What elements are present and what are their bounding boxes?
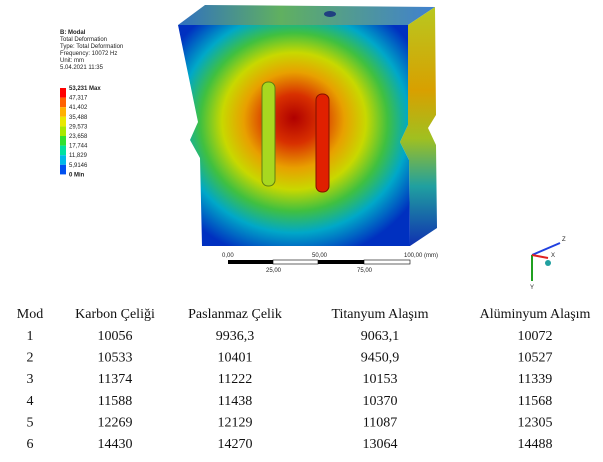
legend-header: B: Modal: [60, 30, 86, 36]
legend-label: 17,744: [69, 144, 88, 150]
table-header: Titanyum Alaşım: [331, 307, 428, 322]
scale-label: 0,00: [222, 253, 234, 259]
table-cell: 14488: [518, 437, 553, 452]
table-cell: 13064: [363, 437, 398, 452]
legend-label: 23,658: [69, 134, 88, 140]
table-cell: 10056: [98, 329, 133, 344]
table-cell: 12305: [518, 415, 553, 430]
legend-swatch: [60, 107, 66, 117]
table-cell: 10153: [363, 372, 398, 387]
legend-label: 53,231 Max: [69, 86, 101, 92]
legend-header: Type: Total Deformation: [60, 44, 123, 50]
table-cell: 10533: [98, 351, 133, 366]
legend-swatch: [60, 98, 66, 108]
legend-swatch: [60, 126, 66, 136]
table-cell: 10401: [218, 351, 253, 366]
table-cell: 14270: [218, 437, 253, 452]
table-cell: 10370: [363, 394, 398, 409]
table-cell: 3: [27, 372, 34, 387]
legend-label: 35,488: [69, 115, 88, 121]
legend-header: 5.04.2021 11:35: [60, 65, 104, 71]
table-cell: 11568: [518, 394, 552, 409]
model: [178, 5, 437, 246]
table-cell: 10072: [518, 329, 553, 344]
table-cell: 14430: [98, 437, 133, 452]
table-cell: 4: [27, 394, 34, 409]
legend-label: 29,573: [69, 124, 88, 130]
legend-label: 47,317: [69, 96, 88, 102]
table: Mod Karbon Çeliği Paslanmaz Çelik Titanyum …: [17, 307, 591, 452]
table-cell: 5: [27, 415, 34, 430]
legend-swatch: [60, 88, 66, 98]
scale-label: 75,00: [357, 268, 373, 274]
triad-label: Z: [562, 237, 566, 243]
legend-header: Unit: mm: [60, 58, 84, 64]
scale-label: 100,00 (mm): [404, 253, 438, 259]
table-cell: 11339: [518, 372, 552, 387]
legend-swatch: [60, 155, 66, 165]
triad-label: Y: [530, 285, 534, 291]
table-cell: 11374: [98, 372, 132, 387]
table-header: Paslanmaz Çelik: [188, 307, 282, 322]
table-cell: 1: [27, 329, 34, 344]
triad-label: X: [551, 253, 555, 259]
axis-triad: Z Y X: [530, 237, 566, 291]
legend-label: 11,829: [69, 153, 88, 159]
table-header: Mod: [17, 307, 43, 322]
legend-label: 0 Min: [69, 172, 85, 178]
table-header: Karbon Çeliği: [75, 307, 155, 322]
legend-header: Frequency: 10072 Hz: [60, 51, 117, 57]
scale-label: 25,00: [266, 268, 282, 274]
table-cell: 9063,1: [361, 329, 400, 344]
scale-bar: 0,00 50,00 100,00 (mm) 25,00 75,00: [222, 253, 438, 274]
table-cell: 9936,3: [216, 329, 255, 344]
table-cell: 12269: [98, 415, 133, 430]
legend-swatch: [60, 136, 66, 146]
legend-label: 5,9146: [69, 163, 88, 169]
legend-header: Total Deformation: [60, 37, 107, 43]
scale-label: 50,00: [312, 253, 328, 259]
table-cell: 9450,9: [361, 351, 400, 366]
table-cell: 11588: [98, 394, 132, 409]
table-cell: 11087: [363, 415, 397, 430]
table-cell: 11438: [218, 394, 252, 409]
table-cell: 11222: [218, 372, 252, 387]
legend-label: 41,402: [69, 105, 88, 111]
table-cell: 2: [27, 351, 34, 366]
table-cell: 6: [27, 437, 34, 452]
legend-swatch: [60, 117, 66, 127]
table-cell: 10527: [518, 351, 553, 366]
table-cell: 12129: [218, 415, 253, 430]
legend-swatch: [60, 146, 66, 156]
table-header: Alüminyum Alaşım: [480, 307, 591, 322]
legend-swatch: [60, 165, 66, 175]
page: B: ModalTotal DeformationType: Total Def…: [0, 0, 603, 462]
